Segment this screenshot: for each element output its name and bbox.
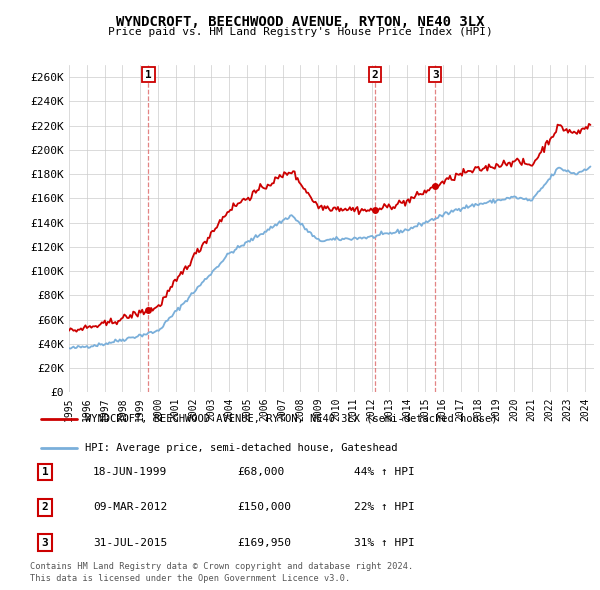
Text: 3: 3 [432,70,439,80]
Text: £169,950: £169,950 [237,538,291,548]
Text: 3: 3 [41,538,49,548]
Text: £150,000: £150,000 [237,503,291,512]
Text: £68,000: £68,000 [237,467,284,477]
Text: 2: 2 [371,70,378,80]
Text: 31-JUL-2015: 31-JUL-2015 [93,538,167,548]
Text: This data is licensed under the Open Government Licence v3.0.: This data is licensed under the Open Gov… [30,574,350,583]
Text: WYNDCROFT, BEECHWOOD AVENUE, RYTON, NE40 3LX (semi-detached house): WYNDCROFT, BEECHWOOD AVENUE, RYTON, NE40… [85,414,498,424]
Text: WYNDCROFT, BEECHWOOD AVENUE, RYTON, NE40 3LX: WYNDCROFT, BEECHWOOD AVENUE, RYTON, NE40… [116,15,484,29]
Text: 2: 2 [41,503,49,512]
Text: 22% ↑ HPI: 22% ↑ HPI [354,503,415,512]
Text: Price paid vs. HM Land Registry's House Price Index (HPI): Price paid vs. HM Land Registry's House … [107,27,493,37]
Text: HPI: Average price, semi-detached house, Gateshead: HPI: Average price, semi-detached house,… [85,442,398,453]
Text: 18-JUN-1999: 18-JUN-1999 [93,467,167,477]
Text: 1: 1 [41,467,49,477]
Text: Contains HM Land Registry data © Crown copyright and database right 2024.: Contains HM Land Registry data © Crown c… [30,562,413,571]
Text: 1: 1 [145,70,152,80]
Text: 44% ↑ HPI: 44% ↑ HPI [354,467,415,477]
Text: 09-MAR-2012: 09-MAR-2012 [93,503,167,512]
Text: 31% ↑ HPI: 31% ↑ HPI [354,538,415,548]
